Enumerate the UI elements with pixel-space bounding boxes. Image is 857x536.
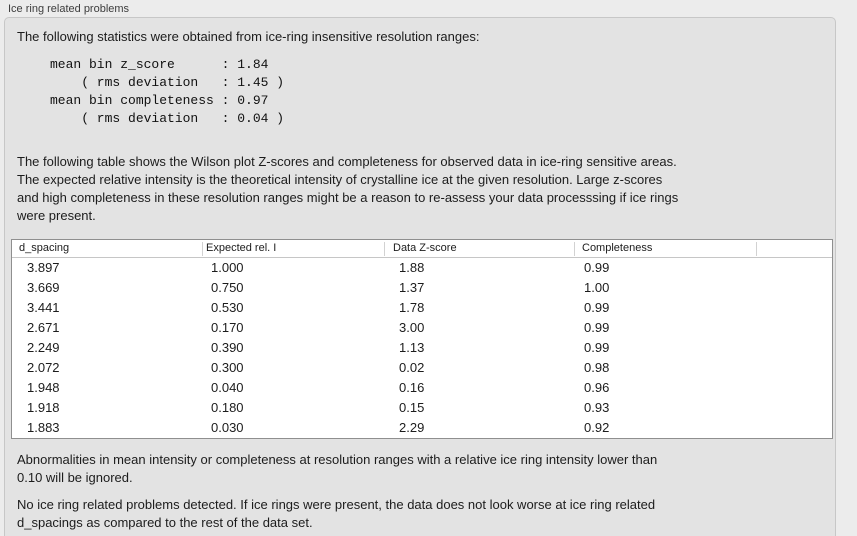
cell-data-z-score: 0.02 — [399, 360, 425, 375]
conclusion-text: No ice ring related problems detected. I… — [17, 497, 656, 530]
statistics-block: mean bin z_score : 1.84 ( rms deviation … — [50, 57, 285, 126]
cell-expected-rel-i: 0.390 — [211, 340, 244, 355]
cell-completeness: 0.98 — [584, 360, 610, 375]
table-row[interactable]: 3.441 0.530 1.78 0.99 — [12, 298, 832, 318]
header-separator — [202, 242, 203, 256]
cell-d-spacing: 2.072 — [27, 360, 60, 375]
cell-data-z-score: 2.29 — [399, 420, 425, 435]
table-row[interactable]: 1.883 0.030 2.29 0.92 — [12, 418, 832, 438]
cell-completeness: 0.96 — [584, 380, 610, 395]
cell-data-z-score: 1.78 — [399, 300, 425, 315]
cell-expected-rel-i: 0.300 — [211, 360, 244, 375]
cell-completeness: 0.99 — [584, 260, 610, 275]
cell-completeness: 0.92 — [584, 420, 610, 435]
cell-expected-rel-i: 1.000 — [211, 260, 244, 275]
table-row[interactable]: 3.669 0.750 1.37 1.00 — [12, 278, 832, 298]
cell-completeness: 0.99 — [584, 320, 610, 335]
cell-completeness: 0.93 — [584, 400, 610, 415]
intro-text: The following statistics were obtained f… — [17, 29, 480, 44]
column-header-completeness[interactable]: Completeness — [582, 242, 653, 254]
ignore-threshold-note: Abnormalities in mean intensity or compl… — [17, 452, 658, 485]
cell-d-spacing: 3.897 — [27, 260, 60, 275]
table-row[interactable]: 2.671 0.170 3.00 0.99 — [12, 318, 832, 338]
cell-d-spacing: 2.671 — [27, 320, 60, 335]
column-header-d-spacing[interactable]: d_spacing — [19, 242, 70, 254]
cell-data-z-score: 1.13 — [399, 340, 425, 355]
cell-d-spacing: 2.249 — [27, 340, 60, 355]
cell-data-z-score: 1.88 — [399, 260, 425, 275]
panel-title: Ice ring related problems — [8, 3, 130, 15]
table-row[interactable]: 1.918 0.180 0.15 0.93 — [12, 398, 832, 418]
cell-d-spacing: 1.948 — [27, 380, 60, 395]
cell-data-z-score: 0.15 — [399, 400, 425, 415]
table-header-row: d_spacing Expected rel. I Data Z-score C… — [12, 240, 832, 258]
ice-ring-table: d_spacing Expected rel. I Data Z-score C… — [11, 239, 833, 439]
table-row[interactable]: 2.072 0.300 0.02 0.98 — [12, 358, 832, 378]
column-header-expected-rel-i[interactable]: Expected rel. I — [206, 242, 277, 254]
cell-data-z-score: 1.37 — [399, 280, 425, 295]
cell-expected-rel-i: 0.040 — [211, 380, 244, 395]
cell-expected-rel-i: 0.180 — [211, 400, 244, 415]
cell-completeness: 1.00 — [584, 280, 610, 295]
table-row[interactable]: 2.249 0.390 1.13 0.99 — [12, 338, 832, 358]
description-text: The following table shows the Wilson plo… — [17, 154, 679, 223]
header-separator — [574, 242, 575, 256]
cell-d-spacing: 3.441 — [27, 300, 60, 315]
cell-d-spacing: 1.883 — [27, 420, 60, 435]
column-header-data-z-score[interactable]: Data Z-score — [393, 242, 457, 254]
cell-data-z-score: 0.16 — [399, 380, 425, 395]
header-separator — [756, 242, 757, 256]
cell-expected-rel-i: 0.530 — [211, 300, 244, 315]
cell-expected-rel-i: 0.750 — [211, 280, 244, 295]
cell-d-spacing: 1.918 — [27, 400, 60, 415]
table-row[interactable]: 3.897 1.000 1.88 0.99 — [12, 258, 832, 278]
cell-expected-rel-i: 0.170 — [211, 320, 244, 335]
ice-ring-groupbox: The following statistics were obtained f… — [4, 17, 836, 536]
cell-completeness: 0.99 — [584, 300, 610, 315]
table-row[interactable]: 1.948 0.040 0.16 0.96 — [12, 378, 832, 398]
cell-expected-rel-i: 0.030 — [211, 420, 244, 435]
cell-data-z-score: 3.00 — [399, 320, 425, 335]
cell-d-spacing: 3.669 — [27, 280, 60, 295]
header-separator — [384, 242, 385, 256]
cell-completeness: 0.99 — [584, 340, 610, 355]
